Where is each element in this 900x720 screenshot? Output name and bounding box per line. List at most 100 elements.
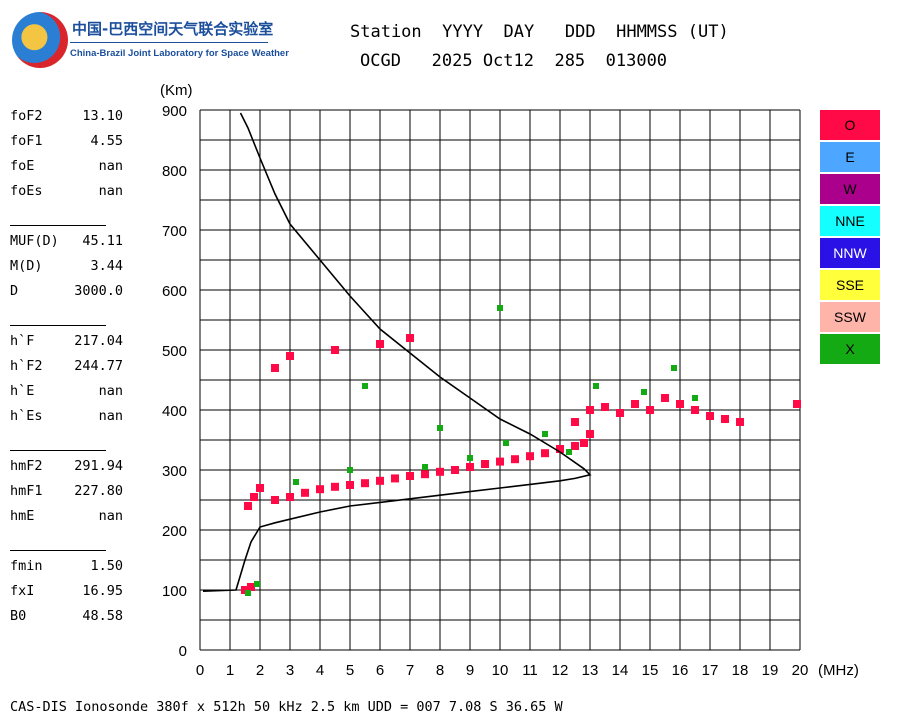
x-tick-label: 9 <box>466 662 474 679</box>
param-label: foE <box>10 158 35 174</box>
x-tick-label: 19 <box>762 662 779 679</box>
o-trace-point <box>286 493 294 501</box>
y-tick-label: 600 <box>162 283 187 300</box>
param-value: 45.11 <box>82 233 123 249</box>
param-value: 227.80 <box>74 483 123 499</box>
param-value: 217.04 <box>74 333 123 349</box>
o-trace-point <box>586 406 594 414</box>
logo-emblem-icon <box>12 12 68 68</box>
param-label: D <box>10 283 19 299</box>
x-tick-label: 11 <box>522 662 538 679</box>
param-row: B0 48.58 <box>10 608 150 628</box>
o-trace-point <box>793 400 801 408</box>
y-tick-label: 200 <box>162 523 187 540</box>
param-value: 4.55 <box>90 133 123 149</box>
x-trace-point <box>467 455 473 461</box>
o-trace-point <box>361 479 369 488</box>
o-trace-point <box>556 445 564 453</box>
x-tick-label: 16 <box>672 662 689 679</box>
o-trace-point <box>646 406 654 414</box>
param-row: h`F 217.04 <box>10 333 150 353</box>
param-value: nan <box>98 383 123 399</box>
x-trace-point <box>593 383 599 389</box>
o-trace-point <box>391 474 399 483</box>
logo-divider <box>70 42 268 43</box>
param-row: h`Es nan <box>10 408 150 428</box>
electron-density-profile-line <box>202 112 592 592</box>
o-trace-point <box>691 406 699 414</box>
param-row: hmE nan <box>10 508 150 528</box>
x-tick-label: 18 <box>732 662 749 679</box>
param-value: 48.58 <box>82 608 123 624</box>
instrument-footer: CAS-DIS Ionosonde 380f x 512h 50 kHz 2.5… <box>10 699 563 715</box>
o-trace-point <box>451 466 459 474</box>
param-row: fxI 16.95 <box>10 583 150 603</box>
param-row: D 3000.0 <box>10 283 150 303</box>
y-tick-label: 800 <box>162 163 187 180</box>
o-trace-point <box>331 346 339 354</box>
param-value: 291.94 <box>74 458 123 474</box>
x-tick-label: 1 <box>226 662 234 679</box>
x-trace-point <box>641 389 647 395</box>
o-trace-point <box>481 460 489 468</box>
legend-item-e: E <box>820 142 880 172</box>
param-separator <box>10 550 106 551</box>
x-trace-point <box>254 581 260 587</box>
x-tick-label: 8 <box>436 662 444 679</box>
o-trace-point <box>406 334 414 342</box>
o-trace-point <box>244 502 252 510</box>
o-trace-point <box>586 430 594 438</box>
param-label: h`Es <box>10 408 43 424</box>
y-tick-label: 900 <box>162 103 187 120</box>
x-trace-point <box>437 425 443 431</box>
o-trace-point <box>256 484 264 492</box>
param-label: foF2 <box>10 108 43 124</box>
x-trace-point <box>503 440 509 446</box>
x-trace-point <box>362 383 368 389</box>
o-trace-point <box>526 452 534 461</box>
y-tick-label: 0 <box>179 643 187 660</box>
o-trace-point <box>601 403 609 411</box>
x-axis-label: (MHz) <box>818 662 859 679</box>
o-trace-point <box>571 442 579 450</box>
y-tick-label: 500 <box>162 343 187 360</box>
ionogram-chart: 0 1 2 3 4 5 6 7 8 9 10 11 12 13 14 15 16 17 18 19 2001002003… <box>160 82 859 679</box>
y-tick-label: 700 <box>162 223 187 240</box>
o-trace-point <box>661 394 669 402</box>
o-trace-point <box>421 470 429 479</box>
o-trace-point <box>286 352 294 360</box>
x-tick-label: 13 <box>582 662 599 679</box>
x-trace-point <box>497 305 503 311</box>
o-trace-point <box>580 439 588 447</box>
param-label: fxI <box>10 583 35 599</box>
x-trace-point <box>245 590 251 596</box>
param-label: MUF(D) <box>10 233 59 249</box>
x-trace-point <box>566 449 572 455</box>
o-trace-point <box>736 418 744 426</box>
x-tick-label: 3 <box>286 662 294 679</box>
legend-item-sse: SSE <box>820 270 880 300</box>
o-trace-point <box>706 412 714 420</box>
param-label: h`E <box>10 383 35 399</box>
o-trace-point <box>376 340 384 348</box>
logo-chinese-text: 中国-巴西空间天气联合实验室 <box>72 20 274 38</box>
x-tick-label: 20 <box>792 662 809 679</box>
param-row: hmF1 227.80 <box>10 483 150 503</box>
header-station-values: OCGD 2025 Oct12 285 013000 <box>360 51 668 71</box>
param-label: h`F2 <box>10 358 43 374</box>
param-row: foF2 13.10 <box>10 108 150 128</box>
y-tick-label: 400 <box>162 403 187 420</box>
param-row: foF1 4.55 <box>10 133 150 153</box>
legend-item-ssw: SSW <box>820 302 880 332</box>
x-tick-label: 7 <box>406 662 414 679</box>
legend-item-nnw: NNW <box>820 238 880 268</box>
x-tick-label: 5 <box>346 662 354 679</box>
o-trace-point <box>616 409 624 417</box>
o-trace-point <box>511 455 519 464</box>
param-label: M(D) <box>10 258 43 274</box>
x-tick-label: 14 <box>612 662 629 679</box>
param-value: nan <box>98 183 123 199</box>
o-trace-point <box>466 463 474 471</box>
x-tick-label: 12 <box>552 662 569 679</box>
o-trace-point <box>316 485 324 494</box>
